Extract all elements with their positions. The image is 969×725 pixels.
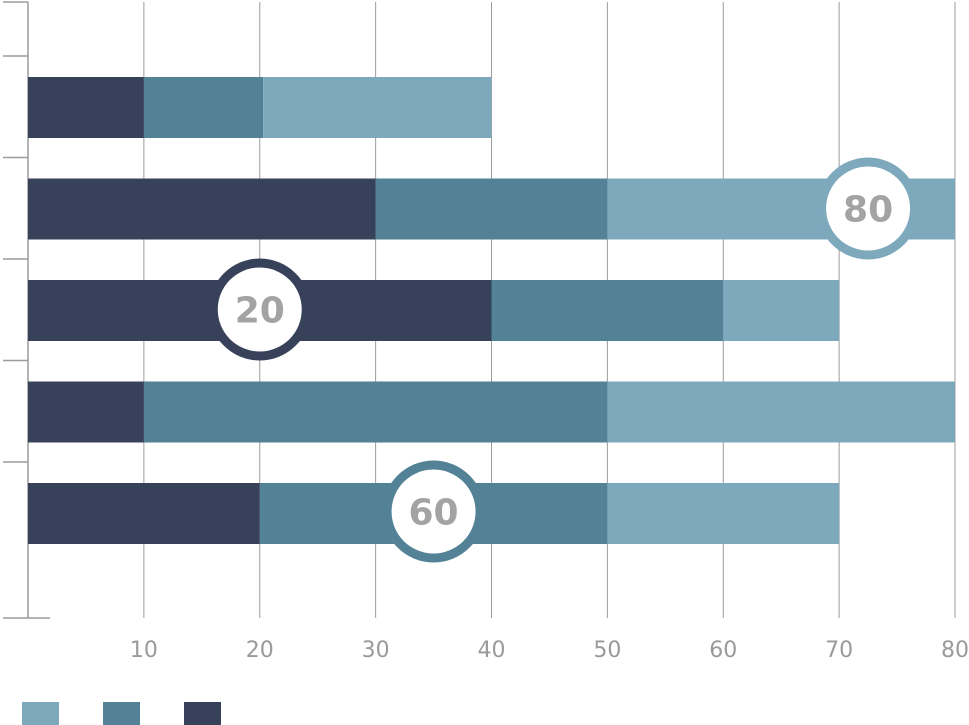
x-tick-label-6: 70: [825, 638, 853, 663]
bar-1-segment-1: [375, 178, 608, 240]
callout-face-2: [391, 469, 476, 554]
x-tick-label-2: 30: [362, 638, 390, 663]
bar-0-segment-2: [263, 77, 492, 138]
x-tick-label-3: 40: [478, 638, 506, 663]
x-tick-label-5: 60: [709, 638, 737, 663]
callout-label-0: 80: [843, 190, 893, 231]
x-tick-label-4: 50: [593, 638, 621, 663]
bar-2-segment-1: [491, 280, 724, 341]
x-tick-label-7: 80: [941, 638, 969, 663]
bar-4-segment-0: [28, 483, 260, 544]
bar-3-segment-2: [607, 381, 955, 443]
bar-4-segment-2: [607, 483, 840, 544]
legend: [22, 702, 221, 725]
bar-0-segment-1: [143, 77, 264, 138]
bar-1-segment-0: [28, 178, 376, 240]
bar-3-segment-1: [143, 381, 608, 443]
bar-3-segment-0: [28, 381, 144, 443]
x-tick-label-1: 20: [246, 638, 274, 663]
callout-label-2: 60: [409, 493, 459, 534]
callouts: 80 20 60: [208, 157, 920, 563]
legend-swatch-2: [184, 702, 221, 725]
bar-2-segment-2: [723, 280, 840, 341]
callout-label-1: 20: [235, 291, 285, 332]
callout-face-1: [217, 267, 302, 352]
legend-swatch-1: [103, 702, 140, 725]
bars: [28, 77, 955, 544]
x-tick-labels: 10 20 30 40 50 60 70 80: [130, 638, 969, 663]
x-tick-label-0: 10: [130, 638, 158, 663]
bar-0-segment-0: [28, 77, 144, 138]
callout-face-0: [826, 166, 911, 251]
legend-swatch-0: [22, 702, 59, 725]
